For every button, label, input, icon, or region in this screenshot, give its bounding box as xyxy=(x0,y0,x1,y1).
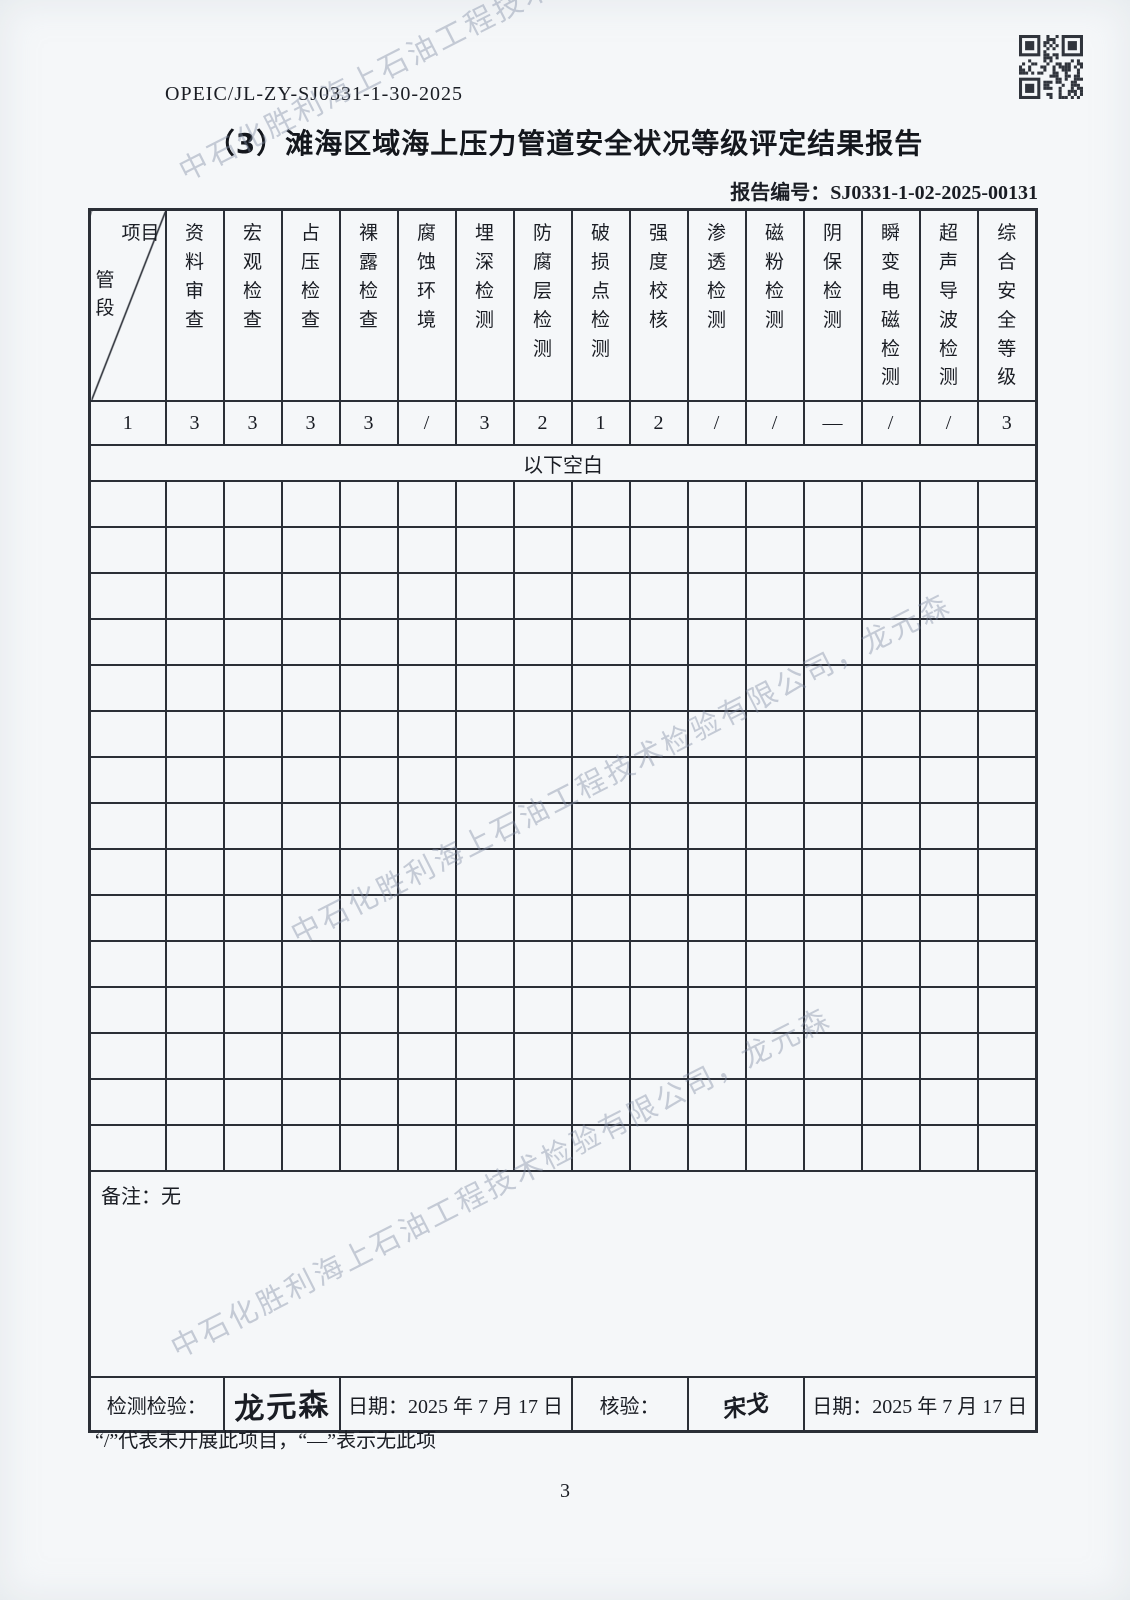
blank-note: 以下空白 xyxy=(88,444,1038,482)
table-header-row: 项目 管段 资料审查 宏观检查 占压检查 裸露检查 腐蚀环境 埋深检测 防腐层检… xyxy=(88,208,1038,402)
col-header: 磁粉检测 xyxy=(744,208,805,402)
document-code: OPEIC/JL-ZY-SJ0331-1-30-2025 xyxy=(165,83,463,105)
inspect-signature: 龙元森 xyxy=(222,1376,341,1433)
table-empty-row xyxy=(88,756,1038,804)
corner-label-item: 项目 xyxy=(121,223,160,244)
value-cell: / xyxy=(744,400,805,446)
report-number-value: SJ0331-1-02-2025-00131 xyxy=(830,182,1038,204)
value-cell: 3 xyxy=(454,400,515,446)
verify-label: 核验： xyxy=(570,1376,689,1433)
value-cell: 3 xyxy=(164,400,225,446)
value-cell: 3 xyxy=(222,400,283,446)
page-title: （3）滩海区域海上压力管道安全状况等级评定结果报告 xyxy=(206,127,924,160)
table-empty-row xyxy=(88,986,1038,1034)
report-number-label: 报告编号： xyxy=(730,182,831,204)
value-cell: / xyxy=(686,400,747,446)
table-empty-row xyxy=(88,848,1038,896)
col-header: 渗透检测 xyxy=(686,208,747,402)
value-cell: 2 xyxy=(628,400,689,446)
table-empty-row xyxy=(88,664,1038,712)
table-empty-row xyxy=(88,618,1038,666)
value-cell: 3 xyxy=(338,400,399,446)
col-header: 占压检查 xyxy=(280,208,341,402)
blank-note-row: 以下空白 xyxy=(88,444,1038,482)
value-cell: 2 xyxy=(512,400,573,446)
table-empty-row xyxy=(88,480,1038,528)
table-empty-row xyxy=(88,1124,1038,1172)
col-header: 宏观检查 xyxy=(222,208,283,402)
table-empty-row xyxy=(88,940,1038,988)
inspect-date: 日期：2025 年 7 月 17 日 xyxy=(338,1376,573,1433)
table-empty-row xyxy=(88,526,1038,574)
verify-date: 日期：2025 年 7 月 17 日 xyxy=(802,1376,1038,1433)
corner-cell: 项目 管段 xyxy=(88,208,167,402)
col-header: 破损点检测 xyxy=(570,208,631,402)
table-data-row: 1 3 3 3 3 / 3 2 1 2 / / — / / 3 xyxy=(88,400,1038,446)
col-header: 裸露检查 xyxy=(338,208,399,402)
col-header: 资料审查 xyxy=(164,208,225,402)
col-header: 瞬变电磁检测 xyxy=(860,208,921,402)
value-cell: 3 xyxy=(280,400,341,446)
remark-row: 备注：无 xyxy=(88,1170,1038,1378)
value-cell: — xyxy=(802,400,863,446)
page-number: 3 xyxy=(560,1480,570,1502)
remark-value: 无 xyxy=(161,1186,181,1208)
table-empty-row xyxy=(88,802,1038,850)
verify-signature: 宋戈 xyxy=(686,1376,805,1433)
table-empty-row xyxy=(88,1078,1038,1126)
qr-code xyxy=(1019,35,1083,99)
legend-footnote: “/”代表未开展此项目，“—”表示无此项 xyxy=(95,1430,437,1452)
table-empty-row xyxy=(88,894,1038,942)
value-cell: / xyxy=(860,400,921,446)
col-header: 超声导波检测 xyxy=(918,208,979,402)
segment-id-cell: 1 xyxy=(88,400,167,446)
col-header: 阴保检测 xyxy=(802,208,863,402)
value-cell: 1 xyxy=(570,400,631,446)
value-cell: / xyxy=(918,400,979,446)
signoff-row: 检测检验： 龙元森 日期：2025 年 7 月 17 日 核验： 宋戈 日期：2… xyxy=(88,1376,1038,1433)
col-header: 防腐层检测 xyxy=(512,208,573,402)
col-header: 强度校核 xyxy=(628,208,689,402)
col-header: 埋深检测 xyxy=(454,208,515,402)
table-empty-row xyxy=(88,710,1038,758)
table-empty-row xyxy=(88,1032,1038,1080)
corner-label-segment: 管段 xyxy=(95,270,115,319)
remark-label: 备注： xyxy=(101,1186,161,1208)
col-header: 腐蚀环境 xyxy=(396,208,457,402)
value-cell: 3 xyxy=(976,400,1038,446)
assessment-result-table: 项目 管段 资料审查 宏观检查 占压检查 裸露检查 腐蚀环境 埋深检测 防腐层检… xyxy=(88,208,1038,1433)
inspect-label: 检测检验： xyxy=(88,1376,225,1433)
value-cell: / xyxy=(396,400,457,446)
table-empty-row xyxy=(88,572,1038,620)
col-header: 综合安全等级 xyxy=(976,208,1038,402)
report-number: 报告编号：SJ0331-1-02-2025-00131 xyxy=(730,176,1038,205)
